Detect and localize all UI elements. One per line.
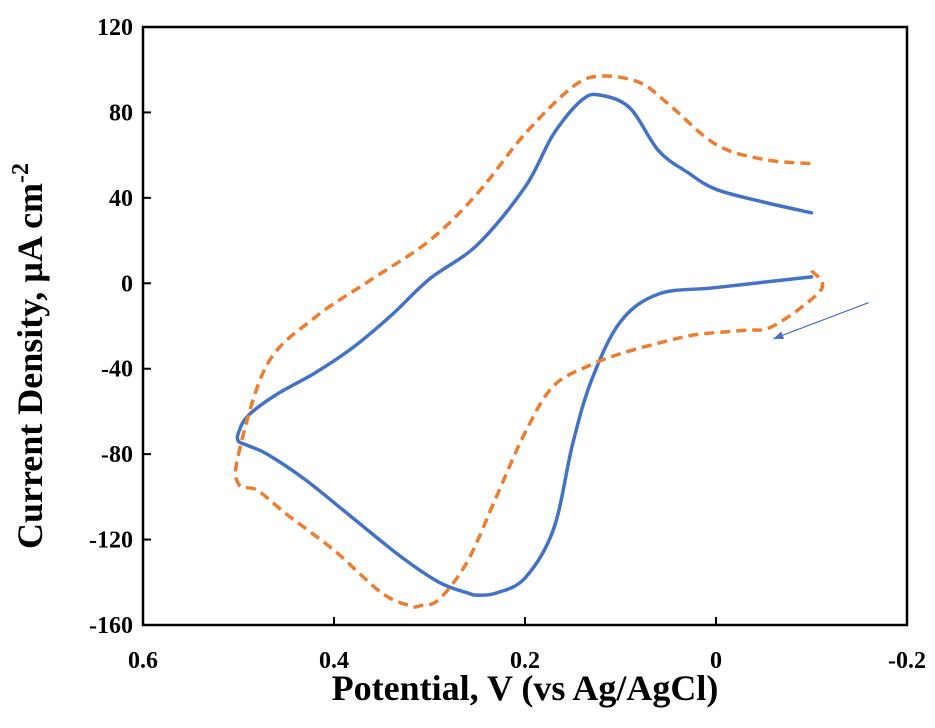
x-tick-label: 0 xyxy=(710,648,722,674)
dashed-series-line xyxy=(233,74,825,609)
y-tick-label: 120 xyxy=(97,15,133,41)
arrow-head xyxy=(773,331,785,339)
y-axis-title-superscript: -2 xyxy=(8,163,34,183)
y-axis-title: Current Density, µA cm-2 xyxy=(8,163,50,549)
x-axis-title: Potential, V (vs Ag/AgCl) xyxy=(332,668,719,708)
y-tick-label: 80 xyxy=(109,100,133,126)
y-tick-label: 40 xyxy=(109,186,133,212)
annotation-layer xyxy=(773,301,870,340)
y-tick-label: -120 xyxy=(89,528,133,554)
plot-frame xyxy=(141,25,909,627)
y-tick-label: -80 xyxy=(101,442,133,468)
y-axis-ticks: 120 80 40 0 -40 -80 -120 -160 xyxy=(89,15,151,639)
y-tick-label: -40 xyxy=(101,357,133,383)
x-tick-label: 0.4 xyxy=(319,648,349,674)
arrow-shaft xyxy=(773,301,870,340)
y-axis-title-text: Current Density, µA cm xyxy=(10,183,50,549)
data-series xyxy=(233,74,825,609)
solid-series-line xyxy=(235,92,814,597)
y-tick-label: 0 xyxy=(121,271,133,297)
x-axis-ticks: 0.6 0.4 0.2 0 -0.2 xyxy=(128,617,926,674)
x-tick-label: -0.2 xyxy=(888,648,926,674)
x-tick-label: 0.2 xyxy=(510,648,540,674)
x-tick-label: 0.6 xyxy=(128,648,158,674)
y-tick-label: -160 xyxy=(89,613,133,639)
